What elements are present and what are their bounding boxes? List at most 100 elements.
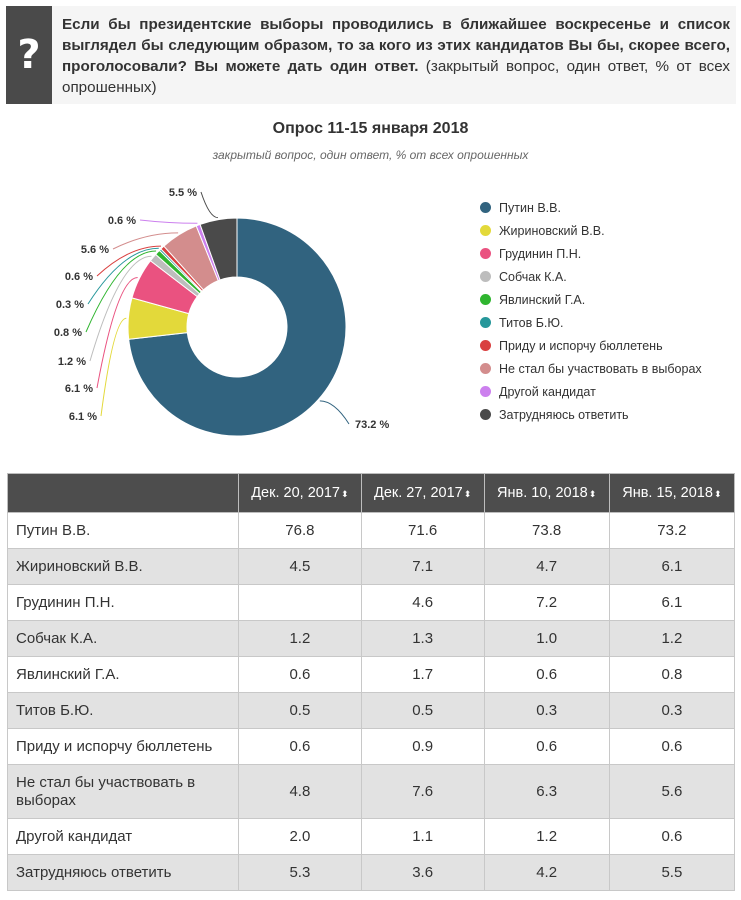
legend-dot-icon	[480, 386, 491, 397]
table-cell: 0.3	[483, 692, 610, 729]
column-header-label: Янв. 15, 2018	[622, 485, 713, 501]
sort-icon[interactable]: ⬍	[713, 489, 722, 499]
row-label: Титов Б.Ю.	[7, 692, 239, 729]
pie-data-label: 1.2 %	[58, 356, 86, 368]
pie-connector-line	[139, 219, 198, 224]
legend-item[interactable]: Явлинский Г.А.	[480, 288, 702, 311]
question-main: Если бы президентские выборы проводились…	[62, 16, 730, 75]
sort-icon[interactable]: ⬍	[340, 489, 349, 499]
question-box: ? Если бы президентские выборы проводили…	[6, 6, 736, 104]
legend-item[interactable]: Путин В.В.	[480, 196, 702, 219]
table-cell: 6.3	[483, 764, 610, 819]
table-cell: 7.1	[360, 548, 485, 585]
table-cell: 1.3	[360, 620, 485, 657]
legend-label: Приду и испорчу бюллетень	[499, 338, 663, 353]
table-cell: 5.6	[608, 764, 736, 819]
row-label: Жириновский В.В.	[7, 548, 239, 585]
question-text: Если бы президентские выборы проводились…	[62, 14, 730, 98]
question-note: (закрытый вопрос, один ответ, % от всех …	[62, 58, 730, 96]
table-cell: 73.8	[483, 512, 610, 549]
chart-legend: Путин В.В. Жириновский В.В. Грудинин П.Н. С…	[480, 196, 702, 426]
table-cell: 1.7	[360, 656, 485, 693]
row-label: Другой кандидат	[7, 818, 239, 855]
table-cell: 4.8	[238, 764, 362, 819]
table-cell: 4.5	[238, 548, 362, 585]
column-header-dec20[interactable]: Дек. 20, 2017⬍	[238, 473, 362, 513]
table-cell: 0.6	[483, 728, 610, 765]
table-cell: 0.6	[238, 728, 362, 765]
legend-item[interactable]: Титов Б.Ю.	[480, 311, 702, 334]
table-cell: 0.5	[238, 692, 362, 729]
table-cell: 1.2	[238, 620, 362, 657]
table-cell: 0.8	[608, 656, 736, 693]
chart-subtitle: закрытый вопрос, один ответ, % от всех о…	[212, 148, 529, 162]
donut-chart: 73.2 % 6.1 % 6.1 % 1.2 % 0.8 % 0.3 % 0.6 % 5.6 …	[54, 187, 389, 437]
table-row: Путин В.В. 76.8 71.6 73.8 73.2	[7, 512, 736, 549]
table-cell: 71.6	[360, 512, 485, 549]
pie-connector-line	[89, 255, 152, 362]
legend-dot-icon	[480, 340, 491, 351]
column-header-jan10[interactable]: Янв. 10, 2018⬍	[483, 473, 610, 513]
table-cell: 4.7	[483, 548, 610, 585]
legend-item[interactable]: Жириновский В.В.	[480, 219, 702, 242]
pie-data-label: 5.6 %	[81, 244, 109, 256]
table-cell	[238, 584, 362, 621]
table-cell: 0.6	[608, 818, 736, 855]
pie-data-label: 6.1 %	[69, 411, 97, 423]
table-cell: 0.6	[483, 656, 610, 693]
table-cell: 1.0	[483, 620, 610, 657]
legend-item[interactable]: Затрудняюсь ответить	[480, 403, 702, 426]
table-row: Явлинский Г.А. 0.6 1.7 0.6 0.8	[7, 656, 736, 693]
legend-item[interactable]: Собчак К.А.	[480, 265, 702, 288]
table-cell: 0.9	[360, 728, 485, 765]
table-row: Собчак К.А. 1.2 1.3 1.0 1.2	[7, 620, 736, 657]
table-corner-header	[7, 473, 239, 513]
legend-dot-icon	[480, 409, 491, 420]
table-row: Затрудняюсь ответить 5.3 3.6 4.2 5.5	[7, 854, 736, 891]
table-cell: 1.2	[608, 620, 736, 657]
pie-connector-line	[85, 250, 157, 333]
table-cell: 7.6	[360, 764, 485, 819]
table-row: Титов Б.Ю. 0.5 0.5 0.3 0.3	[7, 692, 736, 729]
table-cell: 0.3	[608, 692, 736, 729]
table-cell: 4.6	[360, 584, 485, 621]
legend-dot-icon	[480, 225, 491, 236]
legend-item[interactable]: Грудинин П.Н.	[480, 242, 702, 265]
pie-connector-line	[200, 191, 218, 219]
table-row: Грудинин П.Н. 4.6 7.2 6.1	[7, 584, 736, 621]
table-cell: 7.2	[483, 584, 610, 621]
table-cell: 4.2	[483, 854, 610, 891]
legend-dot-icon	[480, 271, 491, 282]
pie-data-label: 0.3 %	[56, 299, 84, 311]
pie-connector-line	[87, 247, 159, 305]
pie-data-label: 0.8 %	[54, 327, 82, 339]
legend-dot-icon	[480, 202, 491, 213]
results-table: Дек. 20, 2017⬍ Дек. 27, 2017⬍ Янв. 10, 2…	[7, 473, 736, 891]
table-cell: 0.6	[238, 656, 362, 693]
column-header-jan15[interactable]: Янв. 15, 2018⬍	[608, 473, 736, 513]
pie-slice[interactable]	[199, 217, 238, 281]
row-label: Явлинский Г.А.	[7, 656, 239, 693]
legend-item[interactable]: Приду и испорчу бюллетень	[480, 334, 702, 357]
sort-icon[interactable]: ⬍	[463, 489, 472, 499]
table-cell: 6.1	[608, 584, 736, 621]
table-cell: 2.0	[238, 818, 362, 855]
legend-label: Собчак К.А.	[499, 269, 567, 284]
table-header-row: Дек. 20, 2017⬍ Дек. 27, 2017⬍ Янв. 10, 2…	[7, 473, 736, 513]
column-header-label: Янв. 10, 2018	[497, 485, 588, 501]
pie-connector-line	[96, 245, 162, 277]
row-label: Не стал бы участвовать в выборах	[7, 764, 239, 819]
table-cell: 0.5	[360, 692, 485, 729]
table-row: Другой кандидат 2.0 1.1 1.2 0.6	[7, 818, 736, 855]
table-cell: 0.6	[608, 728, 736, 765]
sort-icon[interactable]: ⬍	[588, 489, 597, 499]
legend-item[interactable]: Не стал бы участвовать в выборах	[480, 357, 702, 380]
table-cell: 6.1	[608, 548, 736, 585]
legend-label: Другой кандидат	[499, 384, 596, 399]
legend-item[interactable]: Другой кандидат	[480, 380, 702, 403]
column-header-dec27[interactable]: Дек. 27, 2017⬍	[360, 473, 485, 513]
legend-label: Явлинский Г.А.	[499, 292, 586, 307]
column-header-label: Дек. 27, 2017	[374, 485, 463, 501]
table-row: Жириновский В.В. 4.5 7.1 4.7 6.1	[7, 548, 736, 585]
pie-slice[interactable]	[128, 217, 347, 437]
